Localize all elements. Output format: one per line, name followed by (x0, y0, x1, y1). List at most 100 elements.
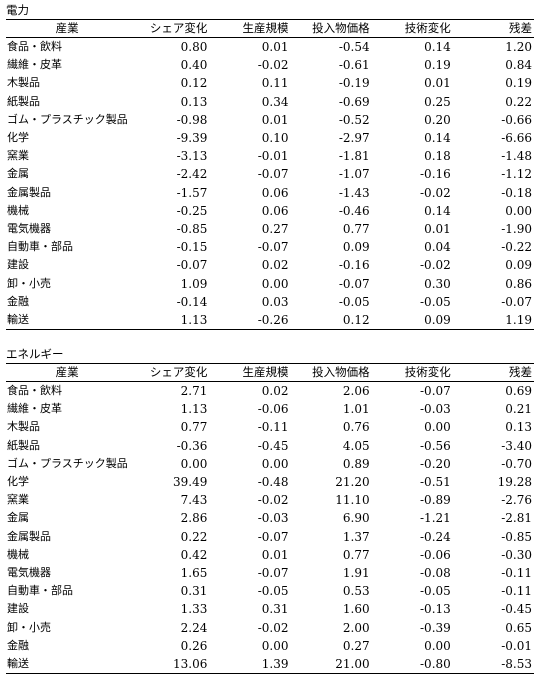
input-price-cell: 1.01 (342, 402, 370, 417)
share-change-cell: 0.77 (180, 420, 208, 435)
residual-cell: -0.22 (501, 240, 532, 255)
input-price-cell: -0.54 (338, 40, 370, 54)
residual-cell: -0.11 (501, 584, 532, 599)
tech-change-cell: -0.03 (420, 402, 451, 417)
table-row: 繊維・皮革 0.40 -0.02 -0.61 0.19 0.84 (6, 56, 534, 74)
input-price-cell: 0.77 (342, 222, 370, 237)
industry-cell: ゴム・プラスチック製品 (7, 112, 128, 126)
tech-change-cell: 0.18 (424, 149, 451, 164)
production-scale-cell: 0.10 (261, 131, 289, 146)
industry-cell: 輸送 (6, 655, 129, 675)
production-scale-cell: -0.07 (257, 566, 289, 581)
residual-cell: 19.28 (497, 475, 532, 490)
table-row: 輸送 13.06 1.39 21.00 -0.80 -8.53 (6, 655, 534, 675)
share-change-cell: 7.43 (180, 493, 208, 508)
industry-cell: 自動車・部品 (7, 584, 73, 598)
industry-cell: 自動車・部品 (7, 240, 73, 254)
production-scale-cell: 0.34 (261, 94, 289, 109)
residual-cell: -0.07 (501, 294, 532, 309)
tech-change-cell: 0.14 (424, 203, 451, 218)
production-scale-cell: 0.01 (261, 547, 289, 562)
industry-cell: 卸・小売 (7, 620, 51, 634)
industry-cell: 木製品 (7, 76, 40, 90)
input-price-cell: 21.20 (335, 475, 370, 490)
share-change-cell: 1.13 (180, 402, 208, 417)
industry-cell: 金属 (7, 167, 29, 181)
tech-change-cell: -1.21 (420, 511, 451, 526)
tech-change-cell: 0.01 (424, 222, 451, 237)
section-energy: エネルギー 産業 シェア変化 生産規模 投入物価格 技術変化 残差 食品・飲料 2… (6, 346, 534, 675)
table-row: 自動車・部品 0.31 -0.05 0.53 -0.05 -0.11 (6, 582, 534, 600)
input-price-cell: 6.90 (342, 511, 370, 526)
input-price-cell: 0.77 (342, 547, 370, 562)
tech-change-cell: 0.19 (424, 58, 451, 73)
section-title: エネルギー (6, 347, 64, 361)
production-scale-cell: 0.31 (261, 602, 289, 617)
industry-cell: 金融 (7, 294, 29, 308)
industry-cell: 卸・小売 (7, 276, 51, 290)
input-price-cell: 4.05 (342, 438, 370, 453)
table-row: ゴム・プラスチック製品 0.00 0.00 0.89 -0.20 -0.70 (6, 455, 534, 473)
residual-cell: -0.66 (501, 112, 532, 127)
share-change-cell: 0.42 (180, 547, 208, 562)
share-change-cell: 2.24 (180, 620, 208, 635)
tech-change-cell: -0.02 (420, 185, 451, 200)
table-row: 食品・飲料 0.80 0.01 -0.54 0.14 1.20 (6, 38, 534, 57)
production-scale-cell: 0.00 (261, 276, 289, 291)
production-scale-cell: -0.11 (257, 420, 289, 435)
input-price-cell: 0.53 (342, 584, 370, 599)
share-change-cell: -1.57 (176, 185, 208, 200)
table-row: ゴム・プラスチック製品 -0.98 0.01 -0.52 0.20 -0.66 (6, 111, 534, 129)
share-change-cell: -0.14 (176, 294, 208, 309)
input-price-cell: 2.00 (342, 620, 370, 635)
share-change-cell: -2.42 (176, 167, 208, 182)
table-row: 木製品 0.12 0.11 -0.19 0.01 0.19 (6, 74, 534, 92)
table-row: 化学 39.49 -0.48 21.20 -0.51 19.28 (6, 473, 534, 491)
residual-cell: -1.48 (501, 149, 532, 164)
input-price-cell: 21.00 (290, 655, 372, 675)
header-share-change: シェア変化 (128, 19, 210, 38)
table-row: 電気機器 -0.85 0.27 0.77 0.01 -1.90 (6, 220, 534, 238)
residual-cell: -0.30 (501, 547, 532, 562)
tech-change-cell: 0.25 (424, 94, 451, 109)
tech-change-cell: -0.56 (420, 438, 451, 453)
share-change-cell: 0.26 (180, 638, 208, 653)
residual-cell: -2.76 (501, 493, 532, 508)
table-row: 紙製品 -0.36 -0.45 4.05 -0.56 -3.40 (6, 437, 534, 455)
production-scale-cell: -0.03 (257, 511, 289, 526)
tech-change-cell: -0.89 (420, 493, 451, 508)
input-price-cell: 0.09 (342, 240, 370, 255)
input-price-cell: 0.89 (342, 456, 370, 471)
tech-change-cell: -0.24 (420, 529, 451, 544)
production-scale-cell: -0.48 (257, 475, 289, 490)
residual-cell: -1.12 (501, 167, 532, 182)
table-row: 建設 -0.07 0.02 -0.16 -0.02 0.09 (6, 256, 534, 274)
table-row: 卸・小売 1.09 0.00 -0.07 0.30 0.86 (6, 275, 534, 293)
table-row: 金融 0.26 0.00 0.27 0.00 -0.01 (6, 637, 534, 655)
industry-cell: 機械 (7, 203, 29, 217)
share-change-cell: 0.31 (180, 584, 208, 599)
share-change-cell: 13.06 (128, 655, 210, 675)
tech-change-cell: -0.06 (420, 547, 451, 562)
input-price-cell: -2.97 (338, 131, 370, 146)
production-scale-cell: -0.02 (257, 493, 289, 508)
input-price-cell: 2.06 (342, 384, 370, 398)
tech-change-cell: 0.14 (424, 131, 451, 146)
industry-cell: 金属 (7, 511, 29, 525)
residual-cell: 0.84 (505, 58, 532, 73)
industry-cell: ゴム・プラスチック製品 (7, 456, 128, 470)
tech-change-cell: -0.05 (420, 584, 451, 599)
decomposition-table: 産業 シェア変化 生産規模 投入物価格 技術変化 残差 食品・飲料 0.80 0.0… (6, 19, 534, 331)
production-scale-cell: 0.11 (261, 76, 289, 91)
production-scale-cell: 0.01 (261, 112, 289, 127)
input-price-cell: -0.46 (338, 203, 370, 218)
residual-cell: 0.19 (505, 76, 532, 91)
residual-cell: -8.53 (452, 655, 534, 675)
share-change-cell: 0.22 (180, 529, 208, 544)
production-scale-cell: 0.03 (261, 294, 289, 309)
industry-cell: 食品・飲料 (7, 40, 62, 53)
header-share-change: シェア変化 (128, 363, 210, 382)
production-scale-cell: 0.06 (261, 185, 289, 200)
share-change-cell: -9.39 (176, 131, 208, 146)
input-price-cell: -1.43 (338, 185, 370, 200)
